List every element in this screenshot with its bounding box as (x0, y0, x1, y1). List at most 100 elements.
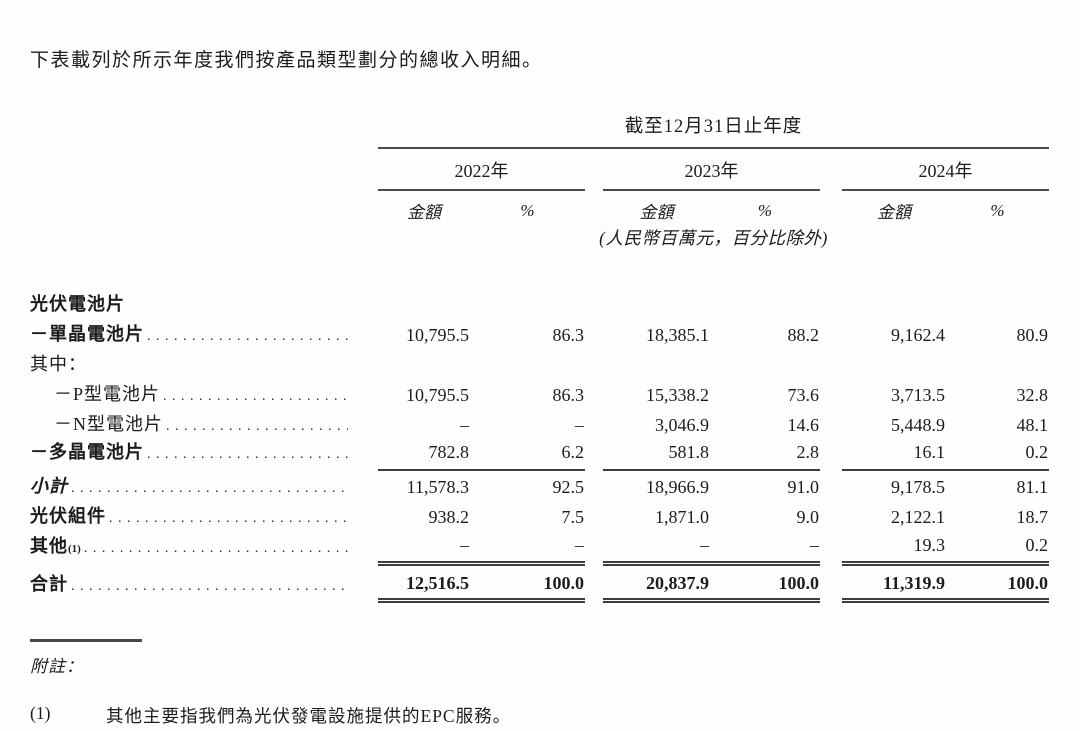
empty-cell (30, 148, 378, 190)
empty-cell (30, 112, 378, 148)
row-label: 其他 (1) (30, 530, 378, 563)
cell-value: 20,837.9 (603, 563, 710, 603)
row-n-type-cells: －N型電池片 – – 3,046.9 14.6 5,448.9 48.1 (30, 408, 1049, 438)
column-gap (585, 438, 603, 470)
dot-leader (68, 579, 348, 595)
empty-cell (30, 190, 378, 223)
row-label: 光伏電池片 (30, 288, 378, 318)
cell-value: 1,871.0 (655, 507, 709, 527)
row-label-text: －單晶電池片 (30, 324, 144, 344)
row-label-text: 其他 (30, 536, 68, 556)
column-gap (820, 470, 842, 500)
cell-value: 3,713.5 (891, 385, 945, 405)
row-others: 其他(1) – – – – 19.3 0.2 (30, 530, 1050, 566)
year-header-row: 2022年 2023年 2024年 (30, 148, 1050, 191)
cell-value: 48.1 (1016, 415, 1049, 435)
cell-value: 11,319.9 (842, 563, 946, 603)
cell-value: 16.1 (842, 438, 946, 471)
row-label: 小計 (30, 470, 378, 500)
column-gap (820, 148, 842, 190)
column-gap (585, 408, 603, 438)
column-gap (585, 470, 603, 500)
notes-heading: 附註： (30, 656, 84, 676)
row-total: 合計 12,516.5 100.0 20,837.9 100.0 11,319.… (30, 563, 1050, 603)
dot-leader (160, 389, 348, 405)
row-label-text: 其中： (30, 354, 87, 374)
row-subtotal: 小計 11,578.3 92.5 18,966.9 91.0 9,178.5 8… (30, 470, 1049, 500)
column-gap (585, 148, 603, 190)
cell-value: 0.2 (946, 438, 1050, 471)
cell-value: 80.9 (1016, 325, 1049, 345)
column-gap (820, 438, 842, 470)
column-gap (820, 288, 842, 318)
cell-value: 91.0 (787, 477, 820, 497)
cell-value: 18,385.1 (646, 325, 709, 345)
dot-leader (68, 481, 348, 497)
cell-value: 10,795.5 (406, 325, 469, 345)
revenue-by-product-table: 截至12月31日止年度 2022年 2023年 2024年 金額 % 金額 % … (30, 112, 1050, 603)
footnote-item: (1) 其他主要指我們為光伏發電設施提供的EPC服務。 (30, 703, 1050, 728)
column-gap (585, 530, 603, 563)
dot-leader (144, 447, 348, 463)
footnote-text: 其他主要指我們為光伏發電設施提供的EPC服務。 (106, 705, 512, 726)
cell-value: 86.3 (552, 385, 585, 405)
dot-leader (106, 511, 348, 527)
cell-value: 12,516.5 (378, 563, 470, 603)
row-pv-modules: 光伏組件 938.2 7.5 1,871.0 9.0 2,122.1 18.7 (30, 500, 1049, 530)
column-gap (585, 318, 603, 348)
cell-value: 15,338.2 (646, 385, 709, 405)
percent-header: % (757, 200, 773, 220)
cell-value: 19.3 (842, 530, 946, 566)
row-p-type-cells: －P型電池片 10,795.5 86.3 15,338.2 73.6 3,713… (30, 378, 1049, 408)
row-label: －單晶電池片 (30, 318, 378, 348)
amount-header: 金額 (407, 203, 441, 222)
column-gap (585, 190, 603, 223)
row-label: 合計 (30, 563, 378, 600)
row-label: －N型電池片 (30, 408, 378, 438)
cell-value: – (470, 530, 585, 566)
row-multi-cells: －多晶電池片 782.8 6.2 581.8 2.8 16.1 0.2 (30, 438, 1050, 471)
column-gap (820, 530, 842, 563)
column-gap (820, 563, 842, 600)
dot-leader (81, 541, 348, 557)
cell-value: 9,162.4 (891, 325, 945, 345)
empty-cell (30, 223, 378, 250)
spacer-row (30, 250, 1049, 288)
dot-leader (163, 419, 348, 435)
row-label-text: －N型電池片 (54, 414, 163, 434)
intro-text: 下表載列於所示年度我們按產品類型劃分的總收入明細。 (30, 50, 543, 71)
cell-value: 14.6 (787, 415, 820, 435)
notes-separator-line (30, 638, 142, 642)
row-label: －P型電池片 (30, 378, 378, 408)
row-label: －多晶電池片 (30, 438, 378, 470)
amount-header: 金額 (877, 203, 911, 222)
cell-value: 938.2 (428, 507, 470, 527)
year-2022-header: 2022年 (378, 148, 585, 191)
row-pv-cells-heading: 光伏電池片 (30, 288, 1049, 318)
cell-value: 18,966.9 (646, 477, 709, 497)
cell-value: 11,578.3 (406, 477, 469, 497)
percent-header: % (990, 200, 1005, 220)
row-label-text: 合計 (30, 574, 68, 594)
cell-value: 100.0 (946, 563, 1050, 603)
cell-value: – (460, 415, 469, 435)
year-2024-header: 2024年 (842, 148, 1050, 191)
unit-note-row: (人民幣百萬元，百分比除外) (30, 223, 1049, 250)
row-label-text: 光伏組件 (30, 506, 106, 526)
cell-value: 2,122.1 (891, 507, 945, 527)
cell-value: 0.2 (946, 530, 1050, 566)
cell-value: 782.8 (378, 438, 470, 471)
cell-value: 18.7 (1016, 507, 1049, 527)
cell-value: – (710, 530, 820, 566)
cell-value: 6.2 (470, 438, 585, 471)
period-header: 截至12月31日止年度 (378, 112, 1050, 149)
cell-value: 9,178.5 (891, 477, 945, 497)
cell-value: 100.0 (710, 563, 820, 603)
table-header: 截至12月31日止年度 2022年 2023年 2024年 金額 % 金額 % … (30, 112, 1050, 288)
cell-value: 100.0 (470, 563, 585, 603)
column-gap (585, 500, 603, 530)
year-2023-header: 2023年 (603, 148, 820, 191)
cell-value: 32.8 (1016, 385, 1049, 405)
cell-value: 92.5 (552, 477, 585, 497)
